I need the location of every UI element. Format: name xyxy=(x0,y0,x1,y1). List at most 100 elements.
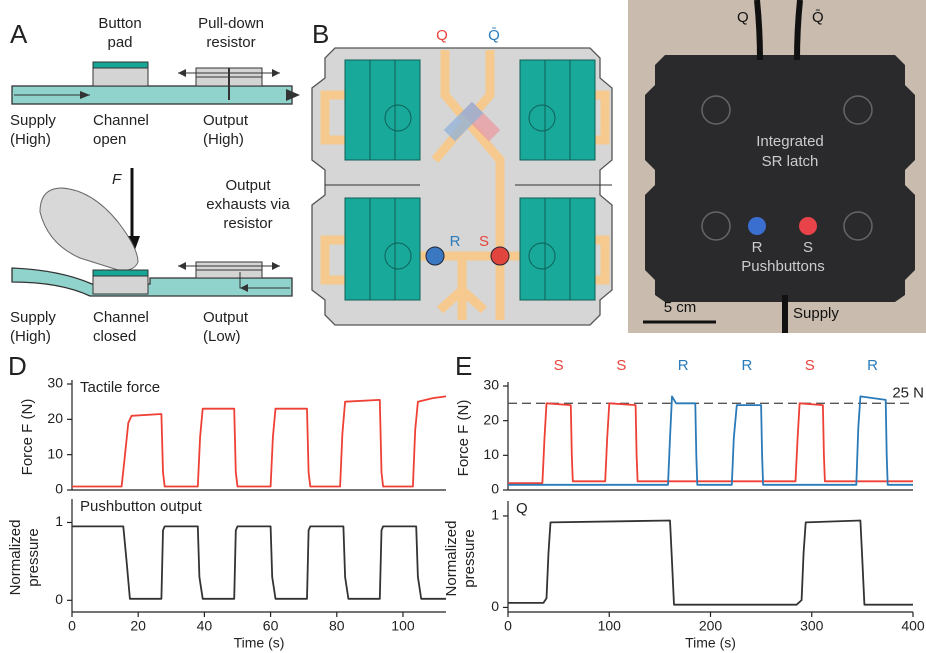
x-tick-label: 20 xyxy=(130,618,146,634)
label: Output xyxy=(225,177,271,194)
panel-b-shape xyxy=(369,60,571,300)
panel-c-photo xyxy=(748,217,766,235)
panel-b-shape xyxy=(320,90,610,285)
panel-b-shape xyxy=(528,104,556,132)
reference-label: 25 N xyxy=(892,384,924,401)
label: exhausts via xyxy=(206,196,290,213)
y-axis-label: Force F (N) xyxy=(19,399,36,476)
data-line xyxy=(508,395,913,486)
label: Supply xyxy=(793,305,839,322)
panel-b-shape xyxy=(519,197,596,301)
label: Q̄ xyxy=(488,27,500,44)
label: (High) xyxy=(10,131,51,148)
y-tick-label: 20 xyxy=(483,411,499,427)
panel-label: D xyxy=(8,351,27,381)
panel-b-shape xyxy=(528,242,556,270)
y-axis-label: pressure xyxy=(461,529,478,587)
label: (High) xyxy=(203,131,244,148)
panel-a-bottom-shape xyxy=(11,267,293,297)
panel-c-photo xyxy=(701,211,731,241)
y-tick-label: 30 xyxy=(47,375,63,391)
panel-a-bottom-shape xyxy=(92,269,149,277)
chart-title: Tactile force xyxy=(80,379,160,396)
label: Integrated xyxy=(756,133,824,150)
panel-label: E xyxy=(455,351,472,381)
panel-b-shape xyxy=(344,59,421,161)
annotation: S xyxy=(554,357,564,374)
panel-b-shape xyxy=(384,242,412,270)
y-tick-label: 0 xyxy=(55,591,63,607)
label: closed xyxy=(93,328,136,345)
label: (High) xyxy=(10,328,51,345)
panel-b-shape xyxy=(320,50,610,320)
panel-b-shape xyxy=(440,50,505,320)
y-tick-label: 20 xyxy=(47,410,63,426)
annotation: S xyxy=(616,357,626,374)
panel-b-shapes xyxy=(311,47,613,326)
x-tick-label: 0 xyxy=(68,618,76,634)
y-tick-label: 30 xyxy=(483,377,499,393)
panel-b-shape xyxy=(519,59,596,161)
label: S xyxy=(803,239,813,256)
label: Button xyxy=(98,15,141,32)
label: R xyxy=(450,233,461,250)
label: resistor xyxy=(223,215,272,232)
panel-a-bottom-shape xyxy=(39,187,139,271)
y-axis-label: pressure xyxy=(25,528,42,586)
label: pad xyxy=(107,34,132,51)
label: Pushbuttons xyxy=(741,258,824,275)
data-line xyxy=(72,395,447,488)
y-tick-label: 1 xyxy=(55,513,63,529)
y-tick-label: 0 xyxy=(491,481,499,497)
chart-title: Pushbutton output xyxy=(80,498,203,515)
label: R xyxy=(752,239,763,256)
label: Output xyxy=(203,112,249,129)
x-tick-label: 0 xyxy=(504,618,512,634)
panel-c-photo xyxy=(701,95,731,125)
label: resistor xyxy=(206,34,255,51)
panel-b-shape xyxy=(369,60,571,300)
panel-a-bottom-shape xyxy=(240,284,248,292)
label: Q xyxy=(737,9,749,26)
panel-b-shape xyxy=(384,104,412,132)
label: open xyxy=(93,131,126,148)
data-line xyxy=(72,525,446,600)
label: Supply xyxy=(10,112,56,129)
annotation: R xyxy=(867,357,878,374)
label: Channel xyxy=(93,309,149,326)
panel-c-photo xyxy=(843,95,873,125)
data-line xyxy=(508,519,913,606)
label: Q̄ xyxy=(812,9,824,26)
panel-b-shape xyxy=(443,101,484,142)
x-tick-label: 60 xyxy=(263,618,279,634)
x-tick-label: 400 xyxy=(901,618,925,634)
panel-c-photo xyxy=(701,95,873,241)
annotation: R xyxy=(678,357,689,374)
y-axis-label: Normalized xyxy=(7,520,24,596)
panel-c-photo xyxy=(843,211,873,241)
panel-c-photo xyxy=(628,0,926,333)
panel-b-shape xyxy=(425,246,445,266)
panel-b-shape xyxy=(344,197,421,301)
y-tick-label: 10 xyxy=(47,445,63,461)
force-label: F xyxy=(112,171,122,188)
y-tick-label: 0 xyxy=(55,481,63,497)
x-tick-label: 300 xyxy=(800,618,824,634)
y-axis-label: Force F (N) xyxy=(455,400,472,477)
label: Supply xyxy=(10,309,56,326)
label: (Low) xyxy=(203,328,241,345)
panel-a-bottom-shapes xyxy=(11,168,293,297)
panel-label: A xyxy=(10,19,28,49)
panel-b-shape xyxy=(490,246,510,266)
panel-a-top-shapes xyxy=(11,61,300,105)
annotation: S xyxy=(805,357,815,374)
annotation: R xyxy=(742,357,753,374)
label: S xyxy=(479,233,489,250)
label: Q xyxy=(436,27,448,44)
label: Pull-down xyxy=(198,15,264,32)
data-line xyxy=(508,402,913,484)
x-tick-label: 100 xyxy=(391,618,415,634)
x-axis-label: Time (s) xyxy=(234,635,285,651)
